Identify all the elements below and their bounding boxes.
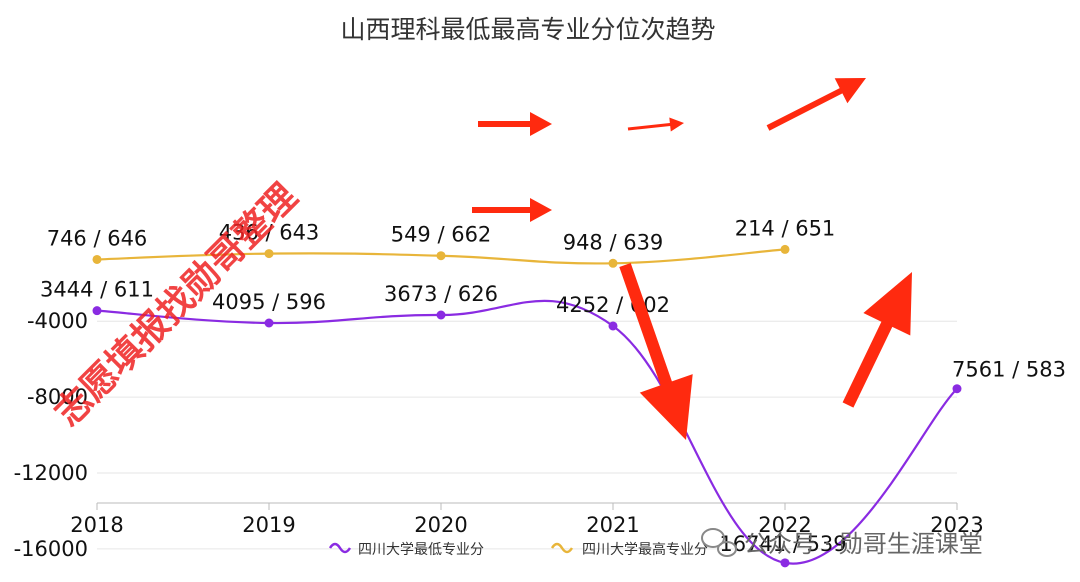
- data-point[interactable]: [780, 244, 790, 254]
- data-point[interactable]: [436, 310, 446, 320]
- data-label: 214 / 651: [735, 216, 836, 240]
- data-label: 7561 / 583: [952, 358, 1066, 382]
- wechat-watermark: 公众号 · 勋哥生涯课堂: [701, 528, 983, 558]
- data-label: 436 / 643: [219, 221, 320, 245]
- x-tick-label: 2021: [586, 513, 639, 537]
- data-label: 948 / 639: [563, 230, 664, 254]
- data-label: 746 / 646: [47, 226, 148, 250]
- legend: 四川大学最低专业分 四川大学最高专业分: [328, 541, 708, 558]
- data-label: 3673 / 626: [384, 282, 498, 306]
- series-group: [92, 244, 962, 568]
- series-line-min: [96, 299, 958, 565]
- x-tick-label: 2023: [930, 513, 983, 537]
- data-label: 4095 / 596: [212, 290, 326, 314]
- x-tick-label: 2018: [70, 513, 123, 537]
- annotation-arrows: [472, 78, 912, 440]
- red-arrow: [627, 117, 684, 132]
- y-axis-ticks: -4000 -8000 -12000 -16000: [14, 309, 88, 561]
- x-tick-label: 2019: [242, 513, 295, 537]
- legend-item-max[interactable]: 四川大学最高专业分: [582, 541, 708, 558]
- data-point[interactable]: [264, 318, 274, 328]
- chart-title: 山西理科最低最高专业分位次趋势: [340, 15, 715, 44]
- red-arrow: [619, 263, 693, 440]
- legend-item-min[interactable]: 四川大学最低专业分: [358, 542, 484, 558]
- data-point[interactable]: [264, 249, 274, 259]
- red-arrow: [842, 272, 912, 408]
- wechat-icon: [701, 528, 737, 557]
- legend-line-icon: [550, 542, 574, 554]
- red-arrow: [766, 78, 866, 131]
- x-axis-ticks: 2018 2019 2020 2021 2022 2023: [70, 503, 984, 537]
- y-tick-label: -12000: [14, 461, 88, 485]
- data-label: 3444 / 611: [40, 278, 154, 302]
- data-point[interactable]: [92, 254, 102, 264]
- data-point[interactable]: [436, 251, 446, 261]
- x-tick-label: 2022: [758, 513, 811, 537]
- y-tick-label: -16000: [14, 537, 88, 561]
- red-arrow: [472, 198, 552, 222]
- data-label: 16741 / 539: [719, 532, 846, 556]
- data-point[interactable]: [952, 384, 962, 394]
- y-tick-label: -8000: [27, 385, 88, 409]
- x-tick-label: 2020: [414, 513, 467, 537]
- wechat-caption: 公众号 · 勋哥生涯课堂: [744, 530, 983, 558]
- data-point[interactable]: [608, 258, 618, 268]
- legend-line-icon: [328, 542, 352, 554]
- data-label: 4252 / 602: [556, 293, 670, 317]
- data-point[interactable]: [92, 306, 102, 316]
- data-label: 549 / 662: [391, 223, 492, 247]
- grid-lines: [97, 320, 957, 550]
- data-labels: 3444 / 611 4095 / 596 3673 / 626 4252 / 602…: [40, 216, 1066, 555]
- data-point[interactable]: [780, 558, 790, 568]
- y-tick-label: -4000: [27, 309, 88, 333]
- data-point[interactable]: [608, 321, 618, 331]
- red-arrow: [478, 112, 552, 136]
